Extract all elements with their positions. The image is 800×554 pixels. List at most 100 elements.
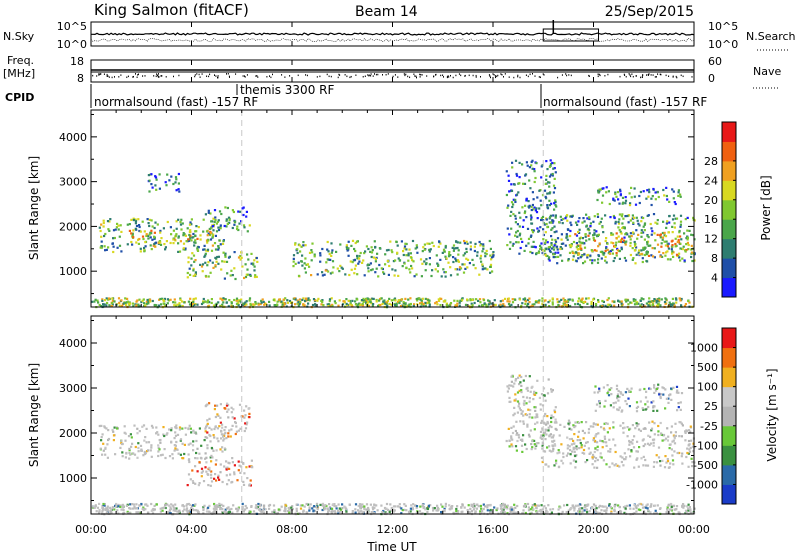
echo-cell — [518, 374, 521, 377]
echo-cell — [248, 416, 251, 419]
echo-cell — [512, 414, 515, 417]
echo-cell — [618, 228, 621, 232]
echo-cell — [593, 229, 596, 232]
echo-cell — [237, 509, 240, 512]
echo-cell — [599, 188, 602, 191]
nave-dot — [682, 75, 684, 78]
echo-cell — [444, 244, 447, 248]
echo-cell — [207, 239, 210, 242]
echo-cell — [629, 241, 632, 245]
echo-cell — [651, 303, 654, 306]
echo-cell — [209, 440, 212, 443]
freq-tick-top: 18 — [70, 55, 84, 68]
echo-cell — [605, 261, 608, 264]
echo-cell — [140, 301, 143, 304]
noise-left-tick-top: 10^5 — [57, 20, 87, 33]
echo-cell — [443, 250, 446, 253]
echo-cell — [531, 203, 534, 207]
echo-cell — [157, 446, 160, 449]
echo-cell — [513, 382, 516, 385]
nave-dot — [319, 75, 321, 78]
nave-dot — [648, 73, 650, 75]
echo-cell — [150, 444, 153, 447]
echo-cell — [427, 504, 430, 507]
echo-cell — [553, 411, 557, 414]
echo-cell — [569, 304, 572, 308]
echo-cell — [349, 303, 352, 306]
echo-cell — [589, 225, 592, 228]
echo-cell — [575, 234, 579, 237]
echo-cell — [226, 507, 229, 510]
echo-cell — [241, 415, 244, 418]
echo-cell — [207, 232, 210, 235]
echo-cell — [530, 205, 533, 208]
echo-cell — [216, 404, 219, 407]
echo-cell — [221, 507, 224, 511]
echo-cell — [596, 391, 600, 394]
echo-cell — [681, 248, 684, 251]
echo-cell — [675, 505, 679, 508]
echo-cell — [595, 507, 598, 510]
echo-cell — [134, 222, 137, 225]
echo-cell — [135, 511, 138, 514]
echo-cell — [212, 217, 215, 220]
echo-cell — [189, 510, 192, 513]
echo-cell — [570, 443, 573, 446]
colorbar-segment — [722, 258, 736, 279]
echo-cell — [146, 504, 149, 507]
echo-cell — [656, 222, 659, 225]
echo-cell — [240, 256, 243, 259]
echo-cell — [193, 244, 196, 247]
echo-cell — [110, 508, 113, 511]
echo-cell — [341, 303, 345, 306]
nave-dot — [543, 74, 545, 76]
echo-cell — [246, 421, 249, 424]
echo-cell — [622, 201, 625, 204]
echo-cell — [239, 427, 242, 430]
echo-cell — [319, 252, 322, 255]
echo-cell — [593, 466, 596, 469]
nave-dot — [114, 76, 115, 78]
echo-cell — [139, 512, 142, 515]
echo-cell — [173, 298, 176, 301]
nave-dot — [504, 73, 506, 75]
echo-cell — [527, 506, 530, 509]
echo-cell — [205, 470, 208, 473]
echo-cell — [248, 412, 251, 415]
echo-cell — [387, 248, 390, 252]
echo-cell — [532, 240, 535, 243]
colorbar-segment — [722, 238, 736, 259]
echo-cell — [680, 455, 683, 458]
nave-dot — [138, 73, 139, 76]
echo-cell — [615, 384, 619, 387]
echo-cell — [589, 258, 592, 262]
echo-cell — [522, 420, 525, 423]
echo-cell — [623, 452, 626, 455]
nave-dot — [568, 74, 570, 76]
echo-cell — [553, 187, 557, 190]
echo-cell — [473, 301, 476, 305]
echo-cell — [516, 439, 519, 443]
echo-cell — [239, 210, 242, 213]
echo-cell — [280, 300, 283, 303]
echo-cell — [280, 505, 283, 508]
echo-cell — [557, 466, 560, 469]
echo-cell — [212, 223, 215, 226]
echo-cell — [195, 432, 198, 435]
echo-cell — [502, 302, 505, 306]
echo-cell — [548, 175, 552, 178]
echo-cell — [554, 240, 558, 243]
echo-cell — [380, 504, 383, 507]
echo-cell — [373, 503, 376, 506]
echo-cell — [240, 298, 243, 301]
echo-cell — [456, 259, 460, 262]
echo-cell — [651, 438, 655, 441]
echo-cell — [548, 299, 551, 302]
echo-cell — [687, 465, 690, 468]
echo-cell — [248, 224, 251, 227]
echo-cell — [533, 206, 536, 209]
echo-cell — [633, 187, 636, 190]
echo-cell — [102, 219, 105, 222]
echo-cell — [245, 466, 248, 469]
echo-cell — [437, 264, 440, 267]
